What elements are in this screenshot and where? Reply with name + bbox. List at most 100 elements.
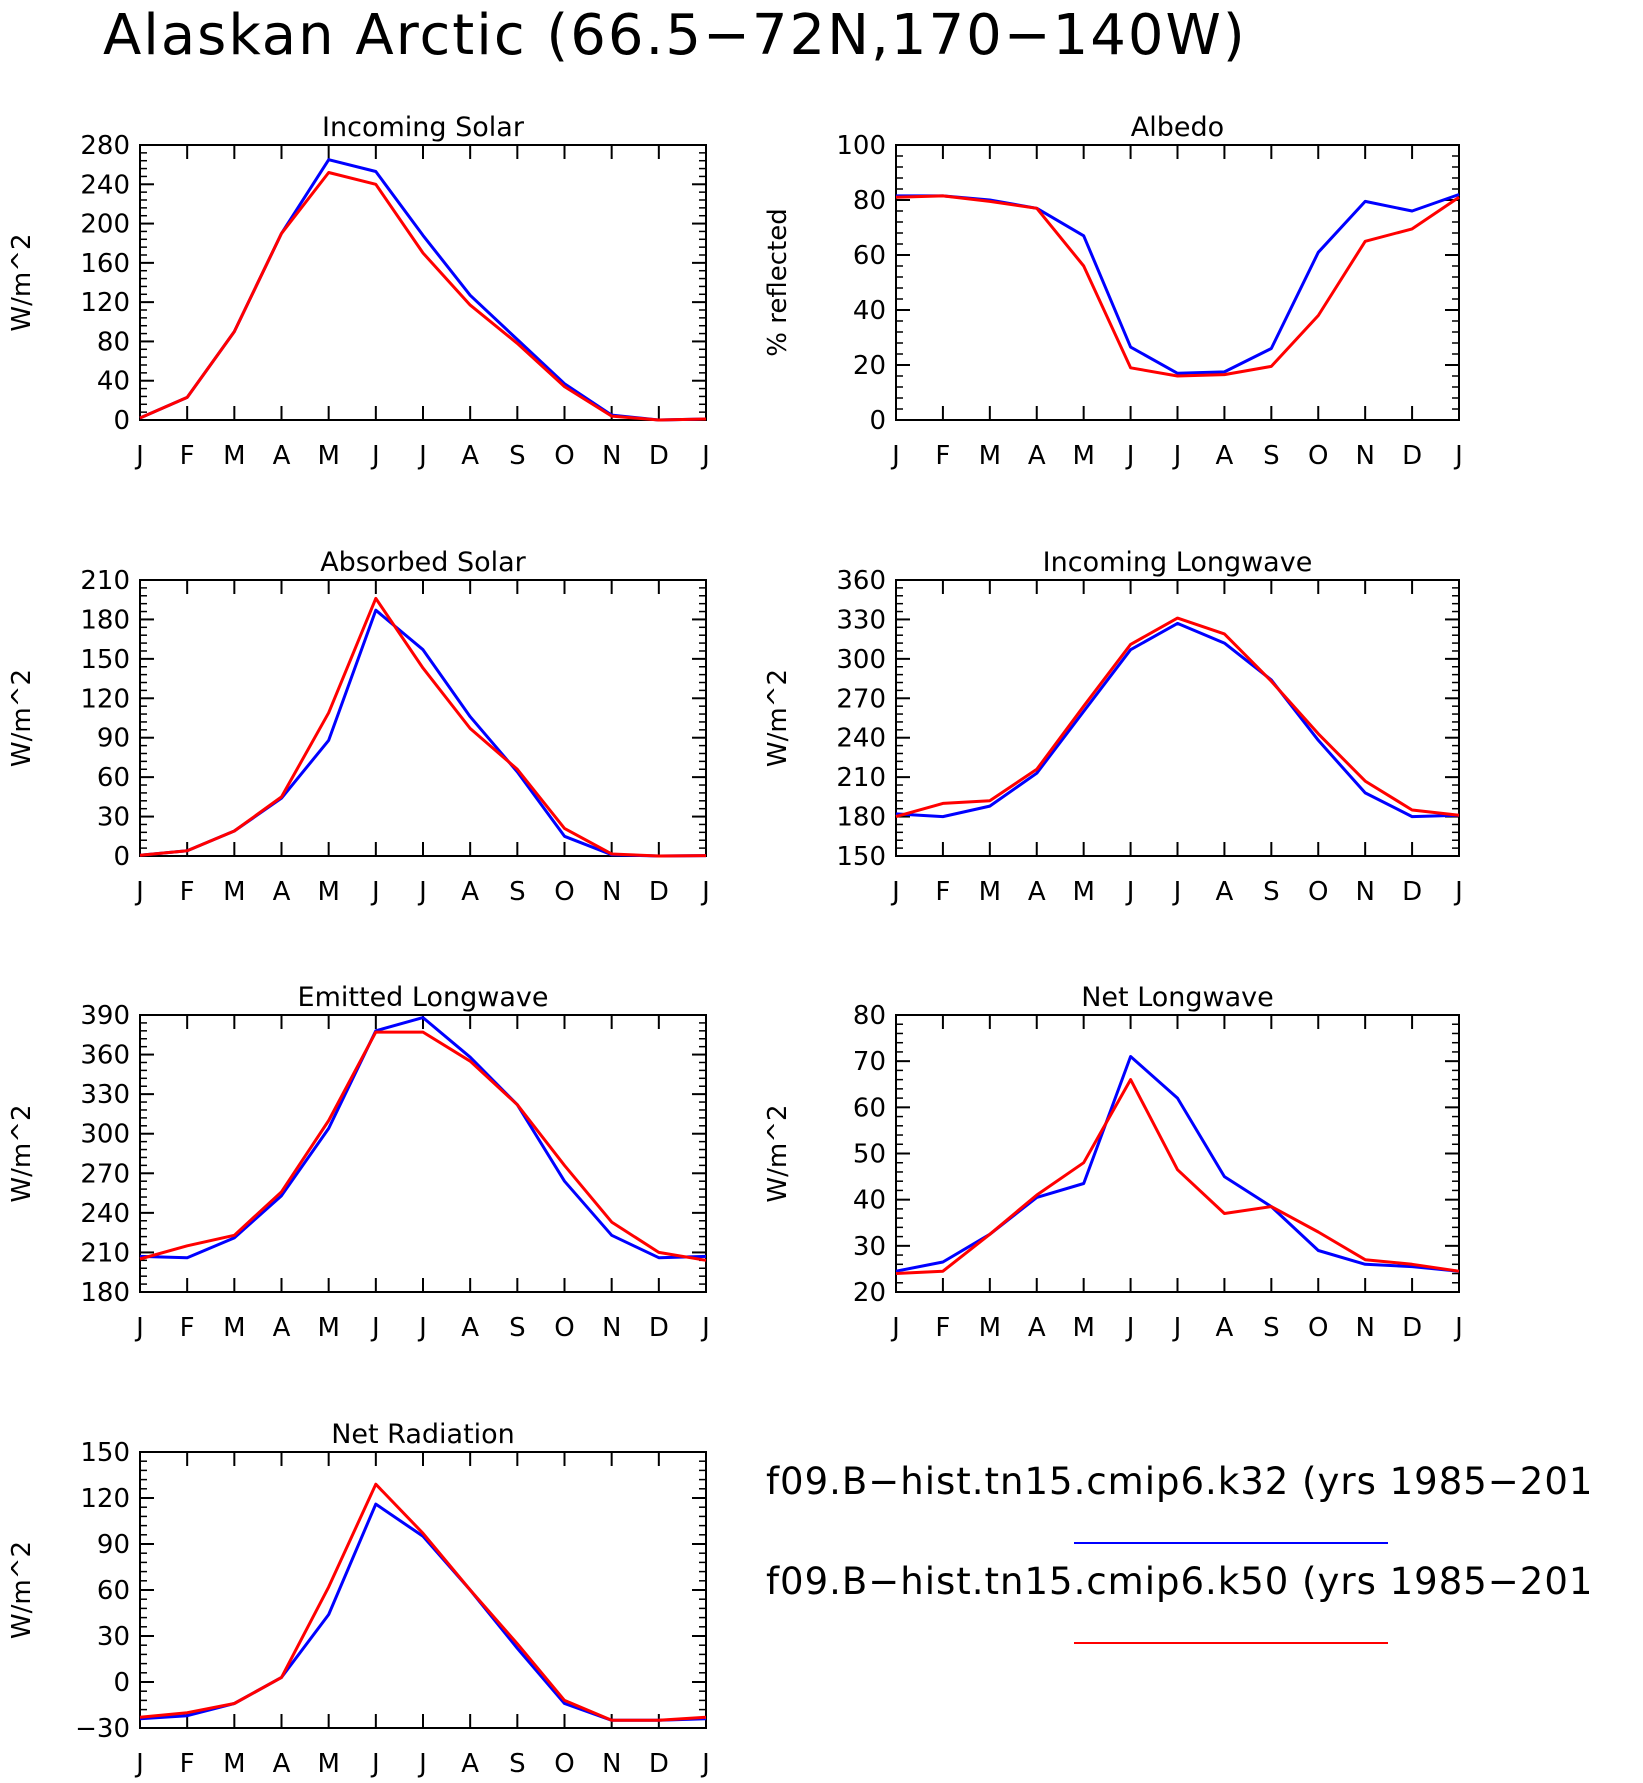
- y-tick-label: 30: [97, 1622, 130, 1652]
- panel-title: Emitted Longwave: [298, 982, 549, 1013]
- y-tick-label: 0: [113, 406, 130, 436]
- x-tick-label: A: [273, 877, 291, 907]
- y-tick-label: 120: [80, 288, 130, 318]
- y-tick-label: 0: [869, 406, 886, 436]
- x-tick-label: O: [1308, 441, 1328, 471]
- y-tick-label: 150: [80, 645, 130, 675]
- legend-line-k32: [1074, 1542, 1388, 1544]
- x-tick-label: J: [1172, 877, 1182, 907]
- x-tick-label: F: [935, 441, 950, 471]
- x-tick-label: A: [461, 441, 479, 471]
- x-tick-label: J: [1172, 441, 1182, 471]
- plot-frame: [139, 579, 707, 857]
- x-tick-label: J: [417, 877, 427, 907]
- y-tick-label: 50: [853, 1140, 886, 1170]
- page-title: Alaskan Arctic (66.5−72N,170−140W): [103, 3, 1247, 68]
- y-tick-label: 180: [80, 1278, 130, 1308]
- x-tick-label: S: [509, 877, 526, 907]
- y-tick-label: 40: [853, 296, 886, 326]
- x-tick-label: M: [317, 441, 339, 471]
- legend-item-k50: f09.B−hist.tn15.cmip6.k50 (yrs 1985−201: [766, 1560, 1593, 1603]
- y-tick-label: 280: [80, 131, 130, 161]
- series-line-k32: [139, 1502, 707, 1722]
- y-tick-label: 60: [853, 1093, 886, 1123]
- x-tick-label: J: [1125, 441, 1135, 471]
- y-tick-label: 60: [853, 241, 886, 271]
- x-tick-label: J: [700, 877, 710, 907]
- y-tick-label: 70: [853, 1047, 886, 1077]
- y-tick-label: 60: [97, 763, 130, 793]
- x-tick-label: A: [1028, 441, 1046, 471]
- x-tick-label: O: [554, 1749, 574, 1779]
- x-tick-label: A: [461, 1749, 479, 1779]
- x-tick-label: J: [370, 877, 380, 907]
- x-tick-label: J: [890, 1313, 900, 1343]
- plot-frame: [895, 1014, 1460, 1293]
- y-tick-label: 270: [836, 684, 886, 714]
- x-tick-label: S: [1263, 877, 1280, 907]
- y-tick-label: 210: [80, 566, 130, 596]
- y-tick-label: 100: [836, 131, 886, 161]
- panel-1: J F M A M J J A S O N D J04080120160200240280Incomin…: [7, 112, 710, 471]
- y-tick-label: 150: [836, 842, 886, 872]
- series-line-k32: [895, 621, 1460, 819]
- x-tick-label: D: [1402, 877, 1422, 907]
- panel-5: J F M A M J J A S O N D J180210240270300330360390Emi…: [7, 982, 710, 1343]
- y-tick-label: 90: [97, 1530, 130, 1560]
- plot-frame: [895, 579, 1460, 857]
- x-tick-label: S: [509, 1313, 526, 1343]
- legend-label-k32: f09.B−hist.tn15.cmip6.k32 (yrs 1985−201: [766, 1460, 1594, 1503]
- x-tick-label: M: [317, 1313, 339, 1343]
- series-line-k32: [139, 608, 707, 858]
- y-tick-label: 180: [80, 605, 130, 635]
- x-tick-label: J: [1125, 1313, 1135, 1343]
- x-tick-label: O: [1308, 877, 1328, 907]
- x-tick-label: J: [700, 441, 710, 471]
- x-tick-label: F: [180, 441, 195, 471]
- x-tick-label: A: [1028, 1313, 1046, 1343]
- x-tick-label: J: [890, 877, 900, 907]
- x-tick-label: J: [1453, 441, 1463, 471]
- x-tick-label: F: [180, 877, 195, 907]
- x-tick-label: F: [180, 1749, 195, 1779]
- x-tick-label: J: [1172, 1313, 1182, 1343]
- y-tick-label: 40: [97, 367, 130, 397]
- y-axis-label: W/m^2: [7, 1104, 37, 1202]
- x-tick-label: M: [223, 877, 245, 907]
- x-tick-label: J: [370, 441, 380, 471]
- series-line-k50: [895, 1078, 1460, 1275]
- x-tick-label: S: [1263, 1313, 1280, 1343]
- y-tick-label: −30: [75, 1714, 130, 1744]
- x-tick-label: J: [134, 441, 144, 471]
- x-tick-label: M: [317, 1749, 339, 1779]
- x-tick-label: N: [1355, 877, 1374, 907]
- legend: f09.B−hist.tn15.cmip6.k32 (yrs 1985−201 …: [766, 1460, 1643, 1660]
- panel-title: Incoming Longwave: [1043, 547, 1313, 578]
- panel-title: Albedo: [1131, 112, 1224, 143]
- x-tick-label: A: [1216, 877, 1234, 907]
- x-tick-label: A: [461, 1313, 479, 1343]
- x-tick-label: N: [602, 877, 621, 907]
- y-tick-label: 160: [80, 249, 130, 279]
- legend-line-k50: [1074, 1642, 1388, 1644]
- x-tick-label: A: [273, 1313, 291, 1343]
- x-tick-label: J: [1453, 877, 1463, 907]
- y-axis-label: W/m^2: [763, 1104, 793, 1202]
- y-tick-label: 210: [836, 763, 886, 793]
- x-tick-label: N: [602, 1313, 621, 1343]
- series-line-k50: [895, 616, 1460, 819]
- x-tick-label: J: [370, 1313, 380, 1343]
- x-tick-label: J: [417, 441, 427, 471]
- x-tick-label: A: [273, 441, 291, 471]
- y-tick-label: 390: [80, 1001, 130, 1031]
- y-tick-label: 240: [836, 724, 886, 754]
- series-line-k32: [895, 1055, 1460, 1273]
- y-tick-label: 200: [80, 210, 130, 240]
- panel-title: Net Longwave: [1081, 982, 1274, 1013]
- x-tick-label: A: [273, 1749, 291, 1779]
- y-tick-label: 300: [836, 645, 886, 675]
- plot-frame: [895, 144, 1460, 421]
